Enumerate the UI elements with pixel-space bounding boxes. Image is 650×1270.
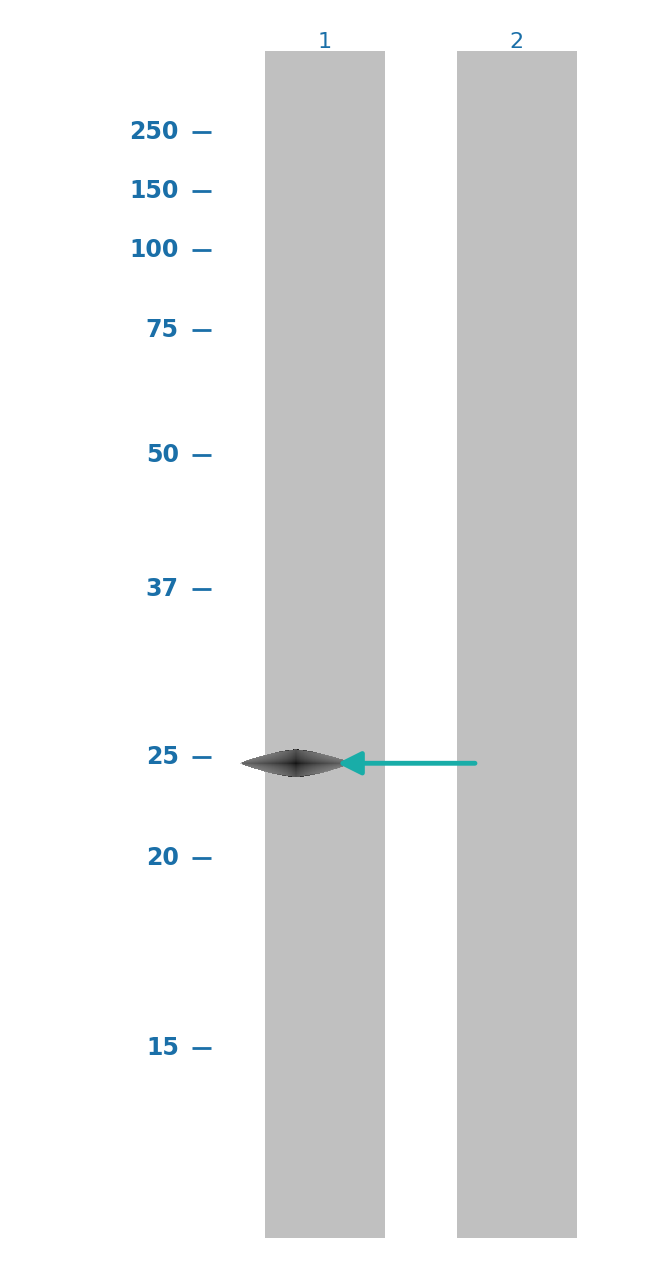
- Text: 1: 1: [318, 32, 332, 52]
- Text: 50: 50: [146, 442, 179, 466]
- Text: 250: 250: [129, 119, 179, 144]
- Text: 37: 37: [146, 577, 179, 601]
- Text: 15: 15: [146, 1036, 179, 1060]
- Text: 75: 75: [146, 318, 179, 342]
- Text: 100: 100: [129, 239, 179, 263]
- Text: 25: 25: [146, 745, 179, 770]
- Text: 20: 20: [146, 846, 179, 870]
- Bar: [456, 51, 577, 1238]
- Text: 2: 2: [510, 32, 524, 52]
- Text: 150: 150: [129, 179, 179, 203]
- Bar: [265, 51, 385, 1238]
